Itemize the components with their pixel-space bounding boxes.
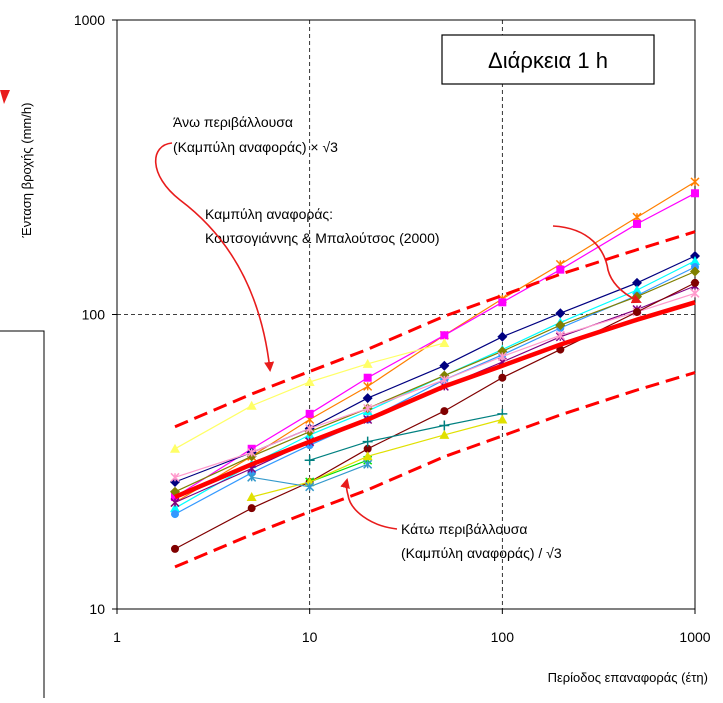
data-point xyxy=(497,351,507,362)
data-point xyxy=(439,375,449,385)
data-point xyxy=(633,307,642,316)
x-axis-title: Περίοδος επαναφοράς (έτη) xyxy=(548,670,708,685)
data-point xyxy=(247,472,257,482)
data-point xyxy=(555,308,566,319)
data-point xyxy=(305,424,315,434)
y-tick-label: 100 xyxy=(82,307,106,323)
reference-curve-label-1: Καμπύλη αναφοράς: xyxy=(205,206,333,222)
reference-curve-label-2: Κουτσογιάννης & Μπαλούτσος (2000) xyxy=(205,230,440,246)
lower-envelope-label-1: Κάτω περιβάλλουσα xyxy=(401,521,528,537)
station-series xyxy=(246,414,508,502)
data-point xyxy=(440,407,449,416)
data-point xyxy=(169,503,180,513)
x-tick-label: 1000 xyxy=(679,629,710,645)
data-point xyxy=(305,409,314,418)
data-point xyxy=(690,255,700,265)
data-point xyxy=(497,414,508,424)
upper-envelope-label-1: Άνω περιβάλλουσα xyxy=(173,114,293,130)
duration-label: Διάρκεια 1 h xyxy=(488,48,608,73)
data-point xyxy=(363,459,373,469)
grid xyxy=(117,20,695,609)
y-tick-label: 10 xyxy=(89,601,105,617)
data-point xyxy=(363,373,372,382)
data-point xyxy=(440,331,449,340)
data-point xyxy=(170,497,180,508)
lower-envelope-arrow xyxy=(340,478,398,530)
y-axis-title: Ένταση βροχής (mm/h) xyxy=(19,103,34,239)
reference-curve-line xyxy=(174,300,696,500)
data-point xyxy=(304,455,315,466)
upper-envelope-line xyxy=(174,230,696,429)
lower-envelope-line xyxy=(174,371,696,569)
data-point xyxy=(498,298,507,307)
data-point xyxy=(556,265,565,274)
data-point xyxy=(439,360,450,371)
station-series xyxy=(304,408,508,466)
data-point xyxy=(690,288,700,298)
data-point xyxy=(363,444,372,453)
data-point xyxy=(246,492,257,502)
data-point xyxy=(439,420,450,431)
data-point xyxy=(170,472,180,482)
x-tick-label: 10 xyxy=(302,629,318,645)
upper-envelope-label-2: (Καμπύλη αναφοράς) × √3 xyxy=(173,139,338,155)
data-point xyxy=(690,266,700,277)
data-point xyxy=(362,451,373,461)
y-tick-label: 1000 xyxy=(74,12,105,28)
data-point xyxy=(439,338,450,348)
axes: 1 10 100 1000 10 100 1000 xyxy=(74,12,711,645)
data-point xyxy=(498,373,507,382)
data-point xyxy=(362,358,373,368)
duration-box xyxy=(441,34,655,85)
data-point xyxy=(497,331,508,342)
legend-box xyxy=(0,330,45,703)
data-point xyxy=(363,381,373,391)
data-point xyxy=(246,400,257,410)
station-series xyxy=(169,338,450,453)
data-point xyxy=(555,330,565,340)
data-point xyxy=(691,278,699,287)
envelopes xyxy=(174,230,696,569)
data-point xyxy=(362,393,373,404)
data-point xyxy=(690,177,700,187)
data-point xyxy=(247,504,256,513)
data-point xyxy=(555,320,566,331)
data-point xyxy=(170,510,179,519)
data-point xyxy=(363,403,373,413)
data-point xyxy=(305,482,315,492)
data-point xyxy=(170,493,179,502)
data-point xyxy=(691,189,699,198)
cropped-arrow-mark xyxy=(0,90,10,104)
data-point xyxy=(304,376,315,386)
upper-envelope-arrow xyxy=(154,142,275,372)
data-point xyxy=(632,212,642,222)
data-point xyxy=(439,429,450,439)
station-series xyxy=(247,459,373,492)
data-point xyxy=(633,219,642,228)
reference-curve-arrow xyxy=(552,225,642,304)
data-point xyxy=(247,447,257,458)
lower-envelope-label-2: (Καμπύλη αναφοράς) / √3 xyxy=(401,545,562,561)
data-point xyxy=(169,443,180,453)
x-tick-label: 100 xyxy=(491,629,515,645)
data-point xyxy=(362,436,373,447)
station-series xyxy=(170,288,700,482)
data-point xyxy=(170,544,179,553)
data-point xyxy=(632,285,643,295)
station-line xyxy=(309,413,503,461)
x-tick-label: 1 xyxy=(113,629,121,645)
data-point xyxy=(632,277,643,288)
